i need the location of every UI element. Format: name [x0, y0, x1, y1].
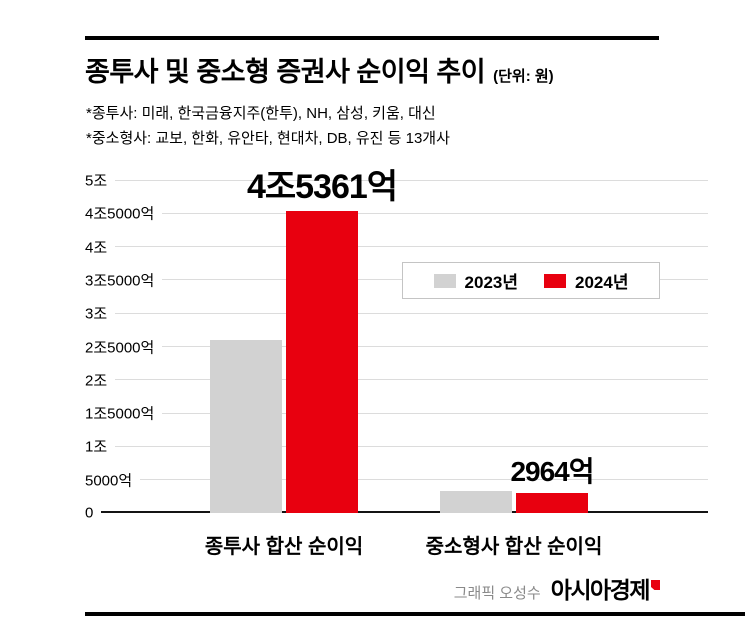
gridline	[88, 346, 708, 347]
footnote-jongtusa: *종투사: 미래, 한국금융지주(한투), NH, 삼성, 키움, 대신	[86, 105, 436, 122]
graphic-credit: 그래픽 오성수	[453, 585, 541, 602]
gridline	[88, 246, 708, 248]
y-axis-tick-label: 1조5000억	[85, 400, 163, 426]
bar-value-label: 4조5361억	[246, 167, 398, 206]
bar-series-1-group-0	[286, 210, 358, 513]
gridline	[88, 179, 708, 181]
y-axis-tick-label: 2조	[85, 367, 116, 393]
legend-label-2023: 2023년	[464, 273, 518, 292]
brand-text: 아시아경제	[550, 577, 651, 603]
bottom-rule	[85, 612, 745, 616]
bar-series-0-group-0	[210, 339, 282, 513]
y-axis-tick-label: 3조5000억	[85, 267, 163, 293]
chart-legend: 2023년 2024년	[402, 262, 660, 299]
credit-line: 그래픽 오성수 아시아경제	[454, 571, 660, 605]
gridline	[88, 279, 708, 281]
legend-label-2024: 2024년	[575, 273, 629, 292]
legend-swatch-2024	[544, 273, 566, 288]
bar-chart-plot-area: 0 5000억 1조 1조5000억 2조 2조5000억 3조 3조5000억 4조 4조500…	[85, 167, 708, 524]
title-text: 종투사 및 중소형 증권사 순이익 추이	[85, 57, 486, 87]
y-axis-tick-label: 4조5000억	[85, 200, 163, 226]
y-axis-tick-label: 1조	[85, 433, 116, 459]
y-axis-tick-label: 5조	[85, 167, 116, 193]
gridline	[88, 379, 708, 381]
x-axis-baseline	[88, 511, 708, 513]
legend-entry-2024: 2024년	[544, 268, 628, 293]
gridline	[88, 479, 708, 481]
gridline	[88, 312, 708, 314]
legend-entry-2023: 2023년	[433, 268, 518, 293]
unit-label: (단위: 원)	[493, 68, 554, 85]
y-axis-tick-label: 3조	[85, 300, 116, 326]
brand-mark-icon	[651, 580, 660, 590]
y-axis-tick-label: 4조	[85, 234, 116, 260]
y-axis-tick-label: 2조5000억	[85, 334, 163, 359]
top-rule	[85, 36, 659, 40]
brand-logo: 아시아경제	[551, 571, 660, 605]
bar-series-0-group-1	[440, 491, 512, 513]
gridline	[88, 412, 708, 414]
category-label-jongtusa: 종투사 합산 순이익	[204, 536, 364, 558]
gridline	[88, 445, 708, 447]
bar-series-1-group-1	[516, 493, 588, 513]
y-axis-tick-label: 5000억	[85, 467, 141, 493]
page-title: 종투사 및 중소형 증권사 순이익 추이 (단위: 원)	[85, 50, 554, 89]
legend-swatch-2023	[433, 273, 456, 288]
category-label-smallmid: 중소형사 합산 순이익	[425, 536, 603, 558]
gridline	[88, 212, 708, 214]
footnote-smallmid: *중소형사: 교보, 한화, 유안타, 현대차, DB, 유진 등 13개사	[86, 130, 450, 147]
y-axis-tick-label: 0	[85, 502, 102, 524]
bar-value-label: 2964억	[510, 456, 594, 488]
